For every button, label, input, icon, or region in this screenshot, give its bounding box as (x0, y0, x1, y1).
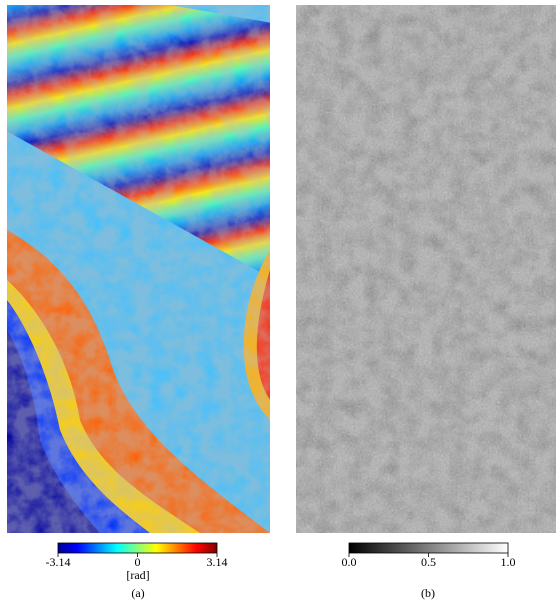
interferogram-image (7, 0, 270, 533)
caption: (a) (131, 586, 144, 600)
tick-label: -3.14 (46, 555, 71, 569)
tick-label: 0.0 (342, 555, 357, 569)
tick-label: 1.0 (501, 555, 516, 569)
amplitude-image (296, 5, 556, 533)
tick-label: 0 (135, 555, 141, 569)
colorbar-unit: [rad] (126, 568, 149, 582)
colorbar-b (349, 543, 508, 553)
tick-label: 0.5 (421, 555, 436, 569)
colorbar-a (58, 543, 217, 553)
page: [rad] (a) (b) -3.1403.140.00.51.0 (() =>… (0, 0, 556, 604)
tick-label: 3.14 (207, 555, 228, 569)
figure: [rad] (a) (b) -3.14 0 3.14 0.0 0.5 1.0 (0, 0, 556, 604)
caption: (b) (421, 586, 435, 600)
